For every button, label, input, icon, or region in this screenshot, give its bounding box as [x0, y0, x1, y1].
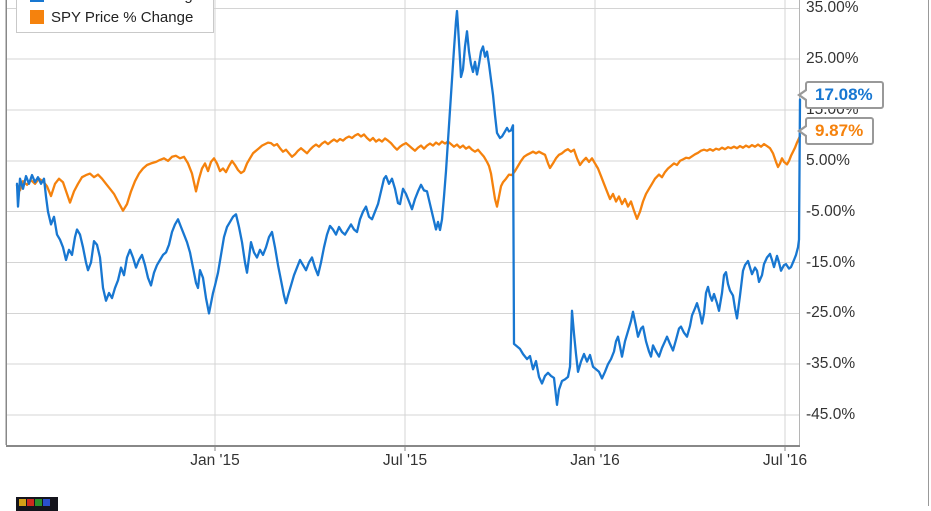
logo-color-square — [35, 499, 42, 506]
x-tick-label: Jul '15 — [382, 452, 428, 469]
series1-last-value-callout: 17.08% — [797, 81, 884, 109]
spy-color-swatch — [30, 10, 44, 24]
legend-item-series1: IMPR Price % Change — [30, 0, 213, 6]
y-tick-label: -15.0% — [806, 253, 856, 271]
chart-provider-logo — [16, 497, 58, 511]
legend-item-spy: SPY Price % Change — [30, 6, 213, 28]
logo-color-square — [43, 499, 50, 506]
y-tick-label: -25.0% — [806, 304, 856, 322]
legend: IMPR Price % Change SPY Price % Change — [16, 0, 214, 33]
logo-color-square — [27, 499, 34, 506]
series1-color-swatch — [30, 0, 44, 2]
y-tick-label: -35.0% — [806, 355, 856, 373]
spy-price-line — [15, 132, 802, 220]
series1-price-line — [15, 9, 802, 406]
y-tick-label: 35.00% — [806, 0, 859, 17]
series1-legend-label: IMPR Price % Change — [51, 0, 201, 4]
spy-legend-label: SPY Price % Change — [51, 8, 194, 26]
y-tick-label: 5.00% — [806, 151, 850, 169]
spy-last-value-callout: 9.87% — [796, 117, 875, 145]
x-tick-label: Jul '16 — [762, 452, 808, 469]
y-tick-label: -5.00% — [806, 202, 856, 220]
x-tick-label: Jan '16 — [570, 452, 620, 469]
series1-last-value: 17.08% — [815, 85, 873, 104]
y-tick-label: 25.00% — [806, 50, 859, 68]
y-tick-label: -45.0% — [806, 406, 856, 423]
logo-color-square — [19, 499, 26, 506]
x-tick-label: Jan '15 — [190, 452, 240, 469]
spy-last-value: 9.87% — [815, 121, 864, 140]
